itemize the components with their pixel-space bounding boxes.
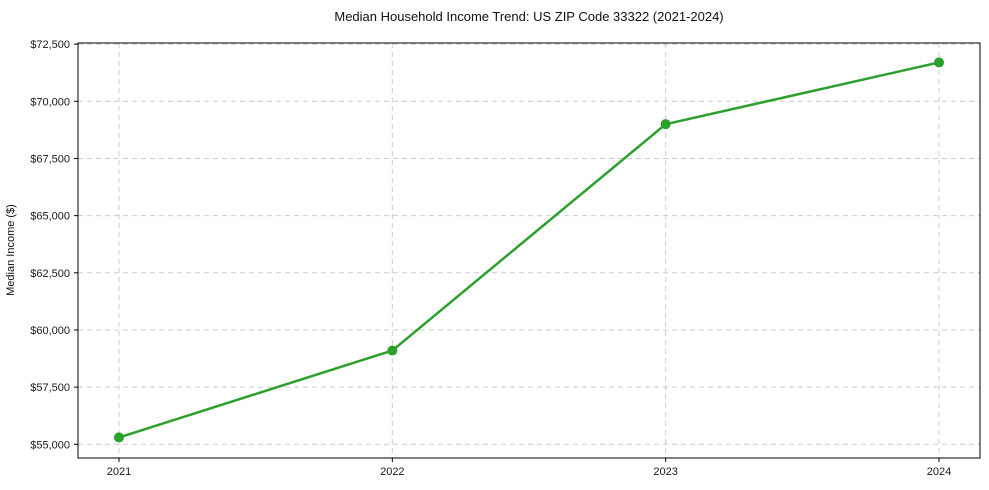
y-tick-label: $55,000	[30, 439, 70, 451]
x-tick-label: 2024	[927, 466, 951, 478]
y-tick-label: $72,500	[30, 39, 70, 51]
plot-border	[77, 42, 981, 459]
plot-area: $55,000 $57,500 $60,000 $62,500 $65,000 $67,5…	[30, 39, 981, 478]
x-tick-label: 2021	[107, 466, 131, 478]
x-tick-label: 2023	[653, 466, 677, 478]
y-tick-label: $70,000	[30, 96, 70, 108]
data-point-2023	[660, 119, 671, 130]
data-point-2021	[114, 432, 124, 443]
data-point-2024	[934, 57, 944, 68]
x-tick-label: 2022	[380, 466, 404, 478]
data-point-2022	[387, 345, 398, 356]
y-axis-label: Median Income ($)	[5, 204, 17, 296]
y-tick-label: $67,500	[30, 153, 70, 165]
y-tick-label: $57,500	[30, 382, 70, 394]
y-tick-label: $65,000	[30, 211, 70, 223]
y-tick-label: $60,000	[30, 325, 70, 337]
trend-line	[117, 61, 941, 439]
chart-title: Median Household Income Trend: US ZIP Co…	[334, 9, 723, 24]
y-tick-label: $62,500	[30, 268, 70, 280]
